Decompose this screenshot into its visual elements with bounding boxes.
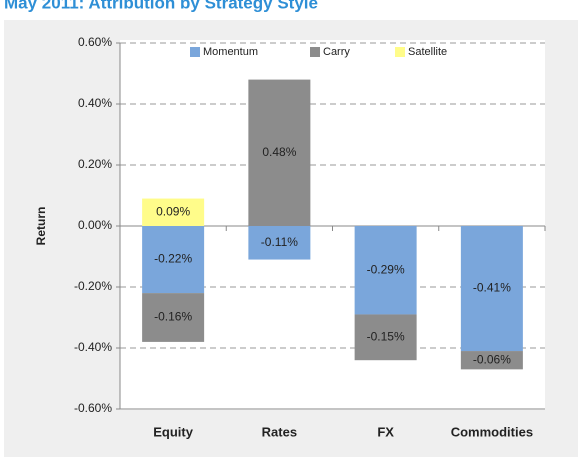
data-label: -0.29% — [367, 262, 405, 276]
legend-label: Satellite — [408, 46, 447, 58]
chart-title: May 2011: Attribution by Strategy Style — [4, 0, 318, 12]
data-label: -0.11% — [261, 235, 298, 249]
bar-segment — [142, 198, 205, 226]
bar-segment — [460, 226, 523, 352]
bar-segment — [142, 293, 205, 342]
y-tick-label: 0.20% — [78, 157, 112, 171]
x-tick-label: Equity — [153, 424, 193, 439]
data-label: -0.22% — [154, 252, 192, 266]
data-label: -0.15% — [367, 329, 405, 343]
bar-segment — [142, 226, 205, 294]
x-tick-label: Rates — [262, 424, 297, 439]
legend-label: Carry — [323, 46, 350, 58]
legend-swatch — [310, 47, 320, 57]
data-label: -0.41% — [473, 281, 511, 295]
bar-segment — [248, 79, 311, 226]
legend-swatch — [395, 47, 405, 57]
y-tick-label: 0.00% — [78, 218, 112, 232]
data-label: 0.48% — [262, 145, 296, 159]
y-tick-label: 0.40% — [78, 96, 112, 110]
legend-label: Momentum — [203, 46, 258, 58]
bar-segment — [460, 351, 523, 370]
data-label: 0.09% — [156, 204, 190, 218]
bar-segment — [248, 226, 311, 260]
bar-segment — [354, 314, 417, 361]
data-label: -0.06% — [473, 352, 511, 366]
y-axis-label: Return — [34, 207, 48, 246]
x-tick-label: FX — [377, 424, 394, 439]
x-tick-label: Commodities — [451, 424, 533, 439]
y-tick-label: -0.20% — [74, 279, 112, 293]
y-tick-label: 0.60% — [78, 35, 112, 49]
y-tick-label: -0.60% — [74, 401, 112, 415]
bar-segment — [354, 226, 417, 315]
data-label: -0.16% — [154, 310, 192, 324]
legend-swatch — [190, 47, 200, 57]
y-tick-label: -0.40% — [74, 340, 112, 354]
